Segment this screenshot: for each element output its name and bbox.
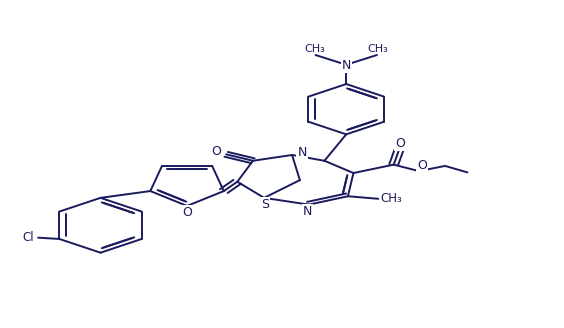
Text: O: O (417, 159, 427, 173)
Text: CH₃: CH₃ (304, 44, 325, 53)
Text: O: O (182, 206, 192, 219)
Text: N: N (303, 205, 312, 218)
Text: O: O (395, 137, 406, 150)
Text: N: N (342, 59, 351, 72)
Text: O: O (211, 145, 221, 158)
Text: S: S (261, 198, 269, 212)
Text: N: N (297, 146, 307, 159)
Text: CH₃: CH₃ (368, 44, 389, 53)
Text: CH₃: CH₃ (380, 192, 402, 205)
Text: Cl: Cl (23, 231, 34, 244)
